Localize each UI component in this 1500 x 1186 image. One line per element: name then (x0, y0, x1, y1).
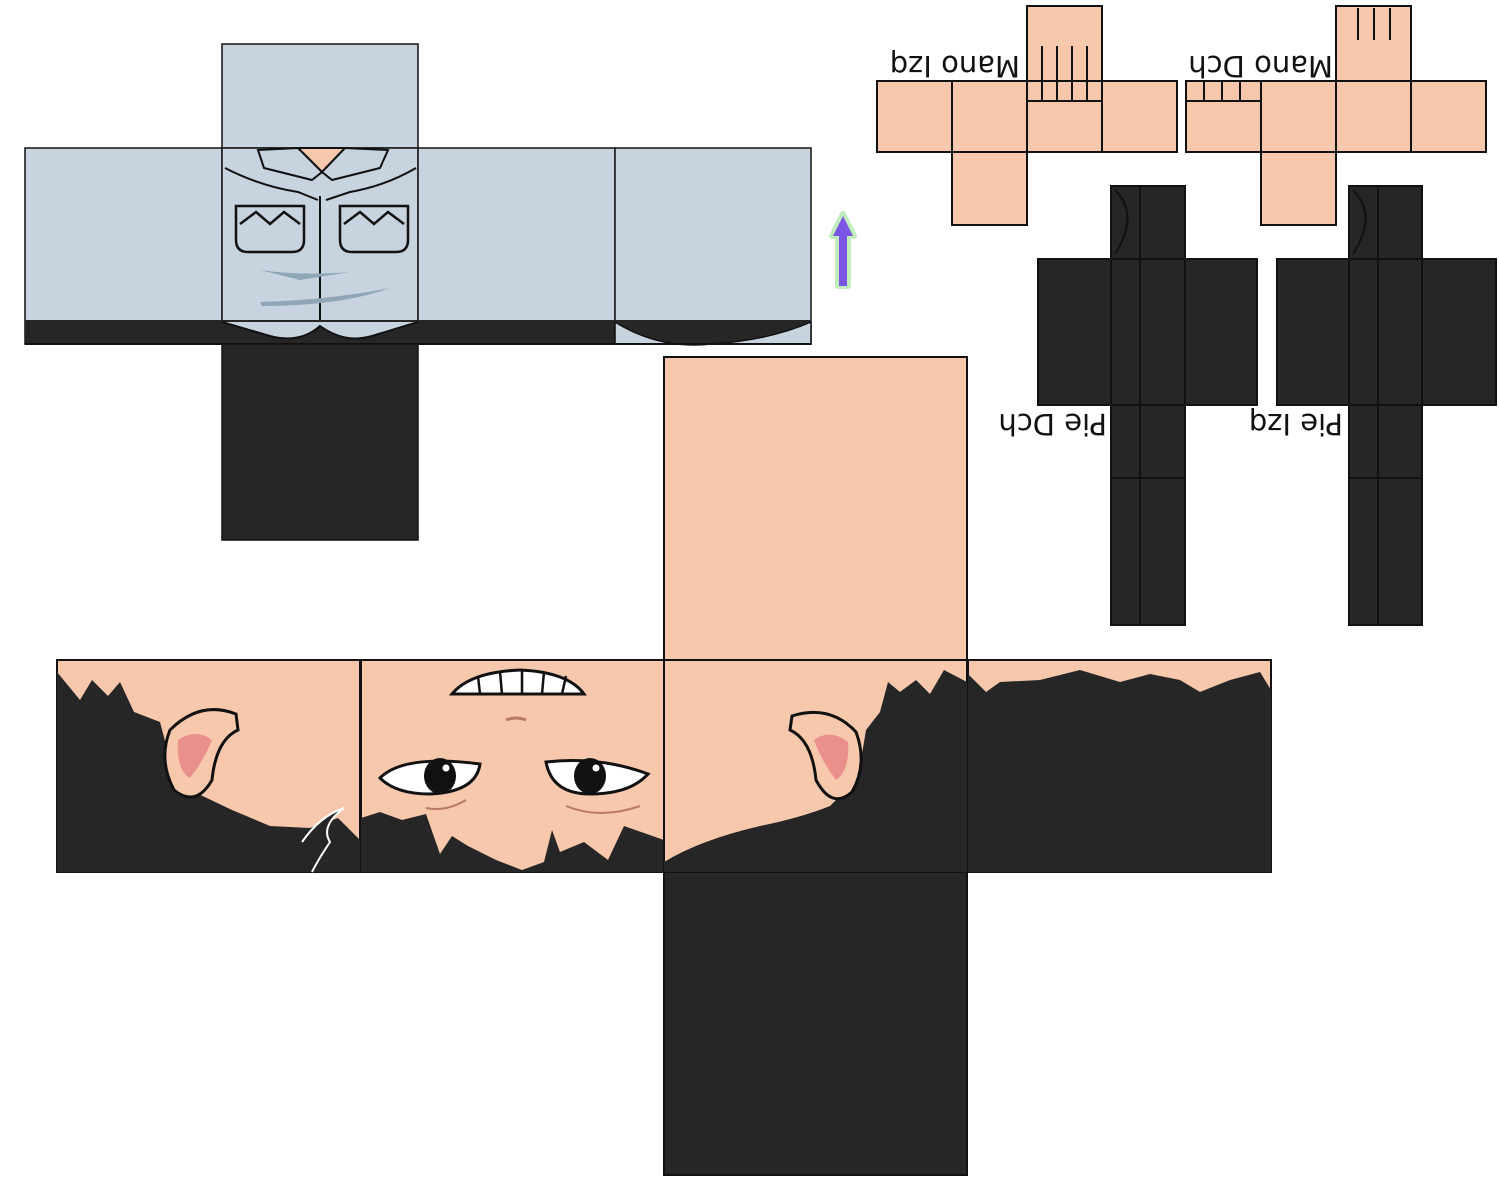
right-eye (544, 758, 651, 814)
waistband (25, 320, 811, 344)
left-eye (377, 758, 482, 810)
torso-left-face (24, 147, 223, 345)
right-hand-label: Mano Dch (1188, 49, 1333, 83)
torso-back-face (614, 147, 812, 345)
head-net (56, 356, 1272, 1176)
left-hand-net (876, 5, 1178, 226)
torso-top-face (221, 43, 419, 149)
torso-net (24, 43, 812, 541)
right-foot-label: Pie Dch (998, 407, 1107, 441)
shirt-hem-front (221, 321, 419, 340)
left-hand-label: Mano Izq (890, 49, 1020, 83)
right-foot-net (1037, 185, 1258, 626)
head-top-face (663, 356, 968, 661)
nose (505, 716, 527, 722)
left-pocket (234, 204, 306, 254)
head-bottom-face (663, 871, 968, 1176)
torso-bottom-face (221, 343, 419, 541)
right-hand-net (1185, 5, 1487, 226)
head-front-face (360, 659, 665, 873)
up-arrow-icon (829, 211, 857, 289)
head-side-left (56, 659, 361, 873)
mouth (448, 668, 587, 696)
right-pocket (338, 204, 410, 254)
left-foot-label: Pie Izq (1249, 407, 1343, 441)
head-back-face (967, 659, 1272, 873)
torso-right-face (417, 147, 616, 345)
head-side-right (663, 659, 968, 873)
left-foot-net (1276, 185, 1497, 626)
